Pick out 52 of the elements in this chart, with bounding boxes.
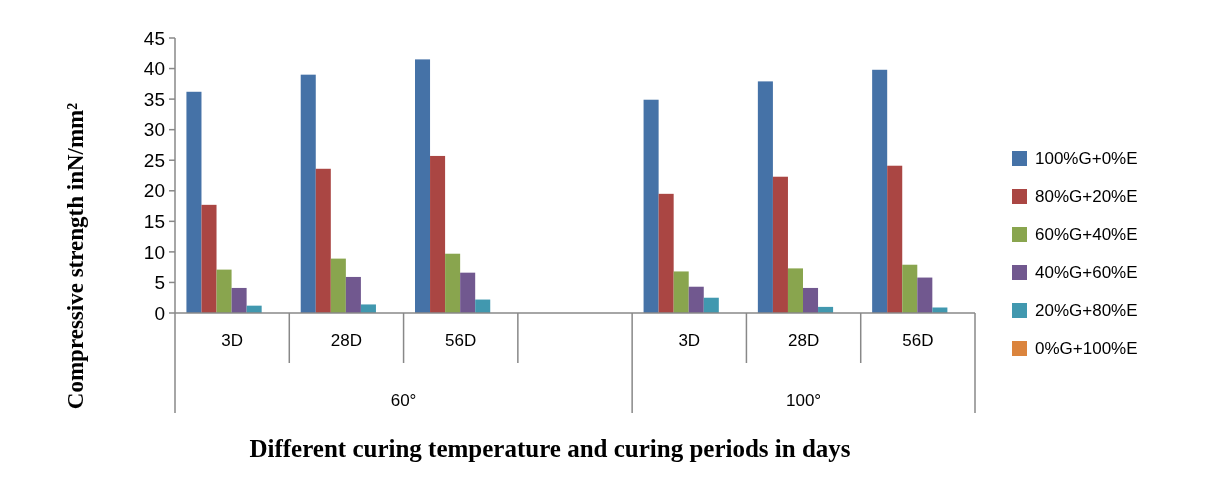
bar	[673, 271, 689, 313]
bar	[360, 304, 376, 313]
bar	[445, 253, 461, 313]
bar	[872, 69, 888, 313]
y-tick-label: 15	[143, 210, 165, 232]
bar	[688, 286, 704, 313]
y-tick-label: 30	[143, 119, 165, 141]
y-tick-label: 25	[143, 149, 165, 171]
y-tick-label: 20	[143, 180, 165, 202]
x-tick-label: 28D	[787, 330, 820, 350]
legend-label: 0%G+100%E	[1035, 338, 1138, 358]
bar	[231, 287, 247, 313]
legend-label: 20%G+80%E	[1035, 300, 1138, 320]
y-tick-label: 5	[154, 272, 165, 294]
x-tick-label: 56D	[902, 330, 934, 350]
y-tick-label: 45	[143, 27, 165, 49]
bar	[658, 193, 674, 313]
legend-label: 60%G+40%E	[1035, 224, 1138, 244]
text: 100°	[785, 390, 822, 410]
bar	[345, 276, 361, 313]
bar	[430, 155, 446, 313]
y-tick-label: 0	[154, 302, 165, 324]
x-tick-label: 3D	[678, 330, 701, 350]
bar	[643, 99, 659, 313]
y-axis-title: Compressive strength inN/mm²	[63, 102, 89, 410]
x-tick-label: 3D	[221, 330, 244, 350]
legend-label: 40%G+60%E	[1035, 262, 1138, 282]
bar	[917, 277, 933, 313]
x-tick-label: 28D	[330, 330, 363, 350]
bar	[887, 165, 903, 313]
x-tick-label: 56D	[445, 330, 477, 350]
bar	[803, 287, 819, 313]
bar	[186, 91, 202, 313]
text: 60°	[390, 390, 417, 410]
bar	[201, 204, 217, 313]
bar	[300, 74, 316, 313]
bar	[772, 176, 788, 313]
bar	[330, 258, 346, 313]
bar	[703, 297, 719, 313]
bar	[787, 268, 803, 313]
bar	[757, 81, 773, 313]
bar	[216, 269, 232, 313]
bar	[415, 59, 431, 313]
bar	[460, 272, 476, 313]
bar	[315, 168, 331, 313]
bar	[902, 264, 918, 313]
legend-label: 80%G+20%E	[1035, 186, 1138, 206]
y-tick-label: 40	[143, 58, 165, 80]
y-tick-label: 10	[143, 241, 165, 263]
x-axis-title: Different curing temperature and curing periods in days	[249, 434, 851, 462]
legend-label: 100%G+0%E	[1035, 148, 1138, 168]
y-tick-label: 35	[143, 88, 165, 110]
